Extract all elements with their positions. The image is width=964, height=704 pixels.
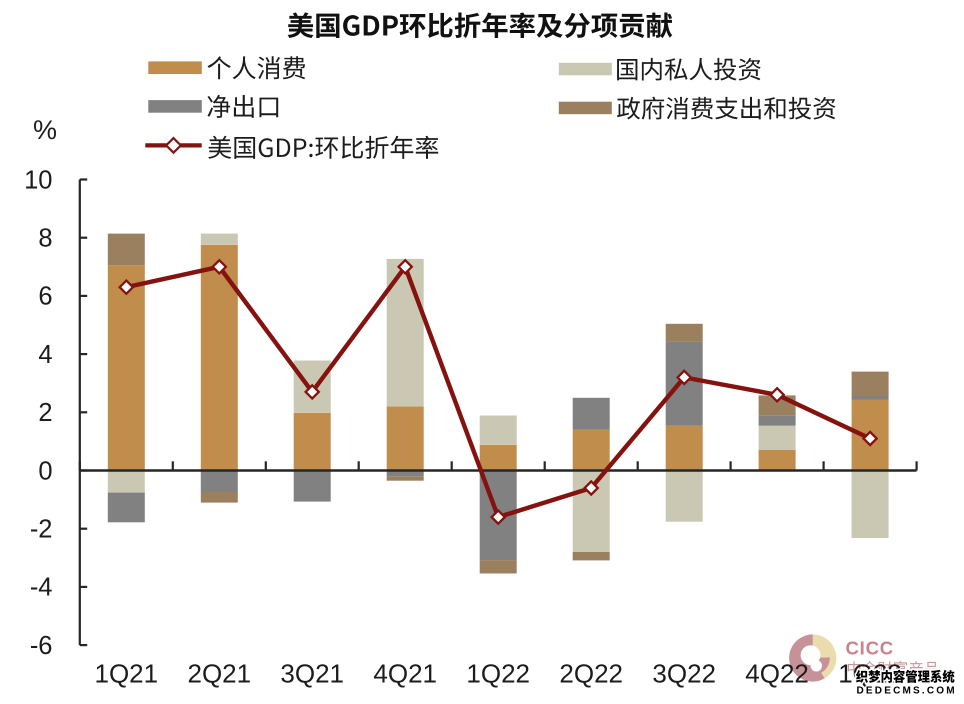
svg-text:2Q21: 2Q21 xyxy=(187,659,251,689)
svg-text:4: 4 xyxy=(38,341,52,369)
svg-text:3Q22: 3Q22 xyxy=(652,659,716,689)
svg-text:8: 8 xyxy=(38,225,52,253)
svg-text:2Q22: 2Q22 xyxy=(559,659,623,689)
svg-text:0: 0 xyxy=(38,457,52,485)
svg-text:4Q22: 4Q22 xyxy=(745,659,809,689)
svg-text:2: 2 xyxy=(38,399,52,427)
svg-text:-2: -2 xyxy=(30,516,53,544)
svg-text:6: 6 xyxy=(38,283,52,311)
svg-text:%: % xyxy=(33,115,57,145)
svg-text:CICC: CICC xyxy=(846,638,894,659)
svg-text:1Q22: 1Q22 xyxy=(466,659,530,689)
svg-text:4Q21: 4Q21 xyxy=(373,659,437,689)
svg-text:3Q21: 3Q21 xyxy=(280,659,344,689)
svg-text:10: 10 xyxy=(24,166,52,194)
svg-text:-4: -4 xyxy=(30,574,53,602)
svg-text:-6: -6 xyxy=(30,632,53,660)
svg-text:DEDECMS.COM: DEDECMS.COM xyxy=(857,685,957,696)
svg-text:1Q21: 1Q21 xyxy=(94,659,158,689)
